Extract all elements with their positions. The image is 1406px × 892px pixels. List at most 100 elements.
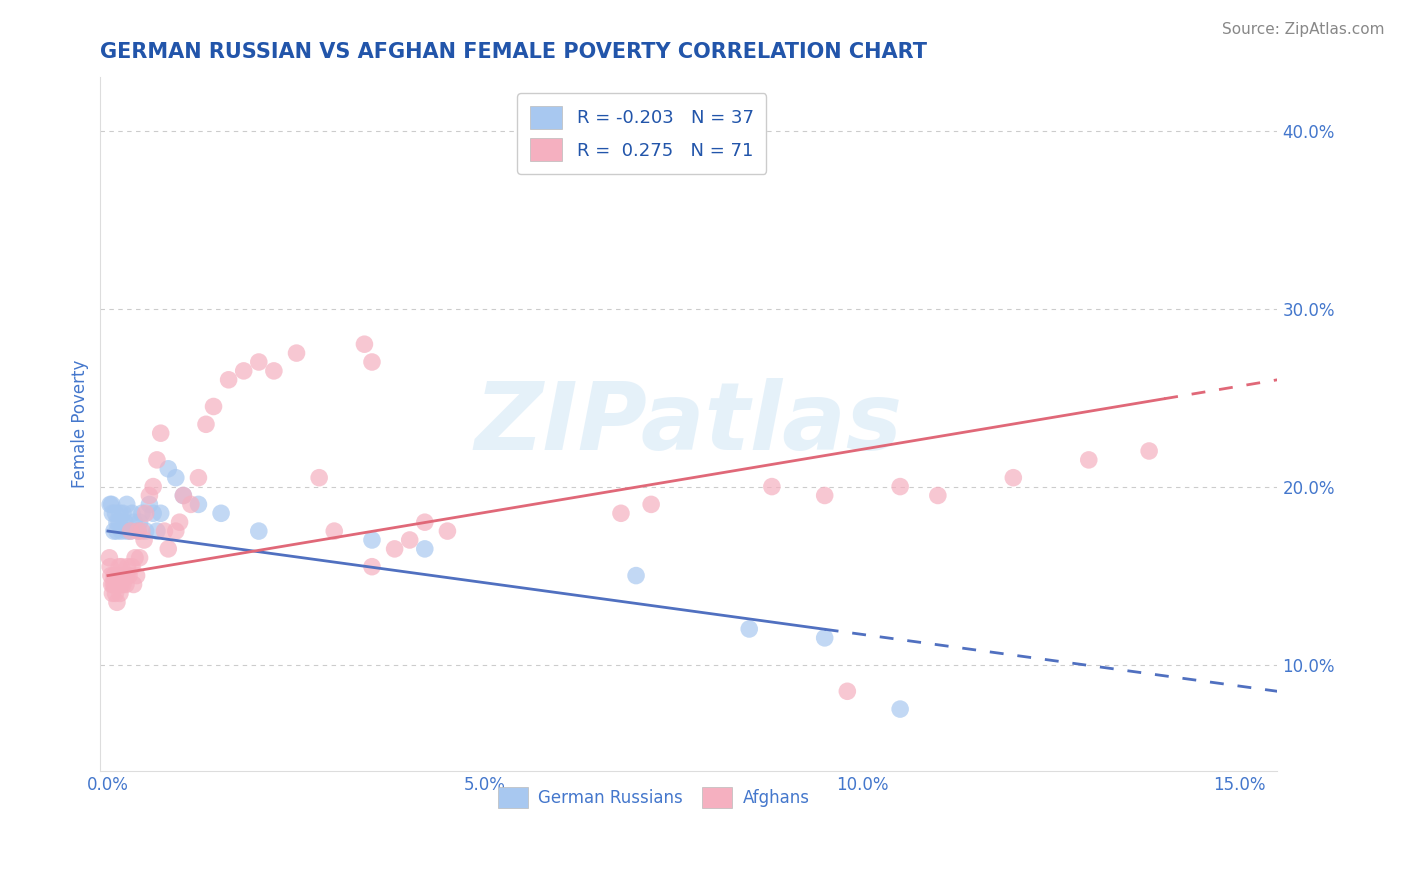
Point <box>263 364 285 378</box>
Point <box>132 533 155 547</box>
Point <box>114 515 136 529</box>
Point <box>610 506 633 520</box>
Point <box>361 355 384 369</box>
Point <box>761 480 783 494</box>
Point <box>308 471 330 485</box>
Point <box>101 577 124 591</box>
Point <box>165 471 187 485</box>
Text: Source: ZipAtlas.com: Source: ZipAtlas.com <box>1222 22 1385 37</box>
Point <box>149 506 172 520</box>
Point <box>107 577 129 591</box>
Point <box>738 622 761 636</box>
Point <box>98 559 121 574</box>
Text: GERMAN RUSSIAN VS AFGHAN FEMALE POVERTY CORRELATION CHART: GERMAN RUSSIAN VS AFGHAN FEMALE POVERTY … <box>100 42 928 62</box>
Point <box>135 524 157 538</box>
Point <box>165 524 187 538</box>
Point <box>837 684 859 698</box>
Point <box>101 506 124 520</box>
Point <box>146 453 169 467</box>
Point <box>131 506 153 520</box>
Point <box>209 506 232 520</box>
Point <box>108 586 131 600</box>
Point <box>117 559 139 574</box>
Point <box>149 426 172 441</box>
Point <box>172 488 194 502</box>
Point <box>121 559 143 574</box>
Point <box>889 702 911 716</box>
Point <box>814 631 837 645</box>
Point <box>814 488 837 502</box>
Point <box>436 524 458 538</box>
Point <box>125 568 148 582</box>
Point <box>110 524 132 538</box>
Point <box>247 524 270 538</box>
Point <box>131 524 153 538</box>
Point <box>100 497 122 511</box>
Point <box>103 524 125 538</box>
Point <box>121 506 143 520</box>
Point <box>127 524 149 538</box>
Point <box>413 515 436 529</box>
Point <box>98 550 121 565</box>
Point <box>195 417 218 432</box>
Point <box>640 497 662 511</box>
Point <box>105 595 128 609</box>
Point <box>142 480 165 494</box>
Point <box>157 462 180 476</box>
Point <box>107 568 129 582</box>
Point <box>114 568 136 582</box>
Point <box>1002 471 1025 485</box>
Point <box>413 541 436 556</box>
Point <box>104 506 127 520</box>
Point <box>105 524 128 538</box>
Text: ZIPatlas: ZIPatlas <box>475 378 903 470</box>
Point <box>105 577 128 591</box>
Point <box>187 471 209 485</box>
Point <box>384 541 406 556</box>
Point <box>120 524 142 538</box>
Point <box>323 524 346 538</box>
Point <box>124 515 146 529</box>
Point <box>889 480 911 494</box>
Point <box>100 568 122 582</box>
Point <box>361 533 384 547</box>
Point <box>111 577 134 591</box>
Point <box>624 568 647 582</box>
Point <box>361 559 384 574</box>
Point <box>398 533 420 547</box>
Point <box>1137 444 1160 458</box>
Point <box>180 497 202 511</box>
Point <box>103 568 125 582</box>
Point <box>153 524 176 538</box>
Point <box>218 373 240 387</box>
Point <box>120 524 142 538</box>
Point <box>122 577 145 591</box>
Point <box>353 337 375 351</box>
Point <box>128 515 150 529</box>
Point <box>115 497 138 511</box>
Point <box>115 568 138 582</box>
Legend: German Russians, Afghans: German Russians, Afghans <box>491 780 815 815</box>
Point <box>105 515 128 529</box>
Point <box>128 550 150 565</box>
Point <box>110 559 132 574</box>
Point <box>124 550 146 565</box>
Point <box>138 488 160 502</box>
Point <box>187 497 209 511</box>
Point <box>100 577 122 591</box>
Point <box>138 497 160 511</box>
Y-axis label: Female Poverty: Female Poverty <box>72 360 89 489</box>
Point <box>115 577 138 591</box>
Point <box>927 488 949 502</box>
Point <box>157 541 180 556</box>
Point <box>104 586 127 600</box>
Point <box>111 568 134 582</box>
Point <box>135 506 157 520</box>
Point <box>169 515 191 529</box>
Point <box>108 506 131 520</box>
Point <box>1077 453 1099 467</box>
Point <box>285 346 308 360</box>
Point <box>98 497 121 511</box>
Point <box>142 506 165 520</box>
Point <box>108 559 131 574</box>
